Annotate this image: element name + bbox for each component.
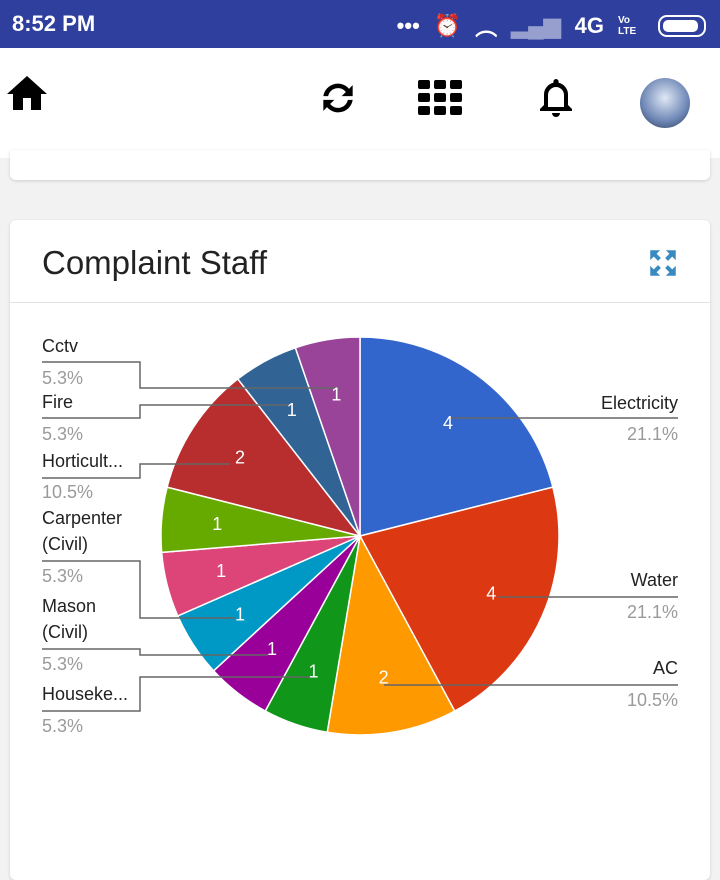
legend-pct-carpenter: 5.3% xyxy=(42,566,84,586)
slice-value-label: 1 xyxy=(212,514,222,534)
signal-icon: ▂▄▆ xyxy=(511,13,561,38)
pie-slice[interactable] xyxy=(166,377,362,538)
legend-pct-water: 21.1% xyxy=(626,602,678,622)
legend-label-electricity: Electricity xyxy=(600,393,678,413)
notification-bell-icon[interactable] xyxy=(532,72,580,122)
legend-label-carpenter: Carpenter (Civil) xyxy=(42,508,123,554)
user-avatar[interactable] xyxy=(640,78,690,128)
legend-pct-electricity: 21.1% xyxy=(626,424,678,444)
card-title: Complaint Staff xyxy=(42,244,268,281)
legend-label-water: Water xyxy=(630,570,678,590)
slice-value-label: 4 xyxy=(443,413,453,433)
legend-label-fire: Fire xyxy=(42,392,73,412)
clock: 8:52 PM xyxy=(12,11,96,36)
refresh-icon[interactable] xyxy=(316,76,360,120)
legend-label-cctv: Cctv xyxy=(42,336,78,356)
legend-pct-mason: 5.3% xyxy=(42,654,84,674)
legend-pct-fire: 5.3% xyxy=(42,424,84,444)
leader-line-carpenter xyxy=(42,560,235,619)
pie-slice[interactable] xyxy=(294,336,361,537)
previous-card xyxy=(10,150,710,180)
leader-line-housekeeping xyxy=(42,676,313,712)
slice-value-label: 2 xyxy=(235,448,245,468)
pie-slice[interactable] xyxy=(359,336,554,537)
leader-line-fire xyxy=(42,404,290,419)
slice-value-label: 1 xyxy=(267,639,277,659)
legend-pct-cctv: 5.3% xyxy=(42,368,84,388)
volte-badge: Vo LTE xyxy=(618,15,637,37)
status-icons: ••• ⏰ ︵ ▂▄▆ 4G Vo LTE xyxy=(397,10,706,42)
legend-pct-horticulture: 10.5% xyxy=(42,482,94,502)
pie-slice[interactable] xyxy=(358,486,560,713)
slice-value-label: 1 xyxy=(235,604,245,624)
slice-value-label: 2 xyxy=(379,667,389,687)
legend-label-housekeeping: Houseke... xyxy=(42,684,129,704)
slice-value-label: 1 xyxy=(216,561,226,581)
slice-value-label: 1 xyxy=(331,385,341,405)
more-icon: ••• xyxy=(396,13,420,38)
legend-label-horticulture: Horticult... xyxy=(42,451,124,471)
apps-grid-icon[interactable] xyxy=(418,80,462,116)
wifi-icon: ︵ xyxy=(475,15,498,40)
home-icon[interactable] xyxy=(2,70,52,118)
leader-line-mason xyxy=(42,648,268,656)
legend-label-mason: Mason (Civil) xyxy=(42,596,97,642)
legend-pct-housekeeping: 5.3% xyxy=(42,716,84,736)
slice-value-label: 1 xyxy=(308,662,318,682)
slice-value-label: 1 xyxy=(287,400,297,420)
network-type: 4G xyxy=(574,13,604,38)
slice-value-label: 4 xyxy=(486,584,496,604)
expand-icon[interactable] xyxy=(646,246,680,280)
app-bar xyxy=(0,48,720,158)
leader-lines xyxy=(42,361,678,712)
leader-line-cctv xyxy=(42,361,340,389)
leader-line-horticulture xyxy=(42,463,230,479)
alarm-icon: ⏰ xyxy=(433,13,462,38)
battery-icon xyxy=(658,15,706,37)
legend-pct-ac: 10.5% xyxy=(626,690,678,710)
status-bar: 8:52 PM ••• ⏰ ︵ ▂▄▆ 4G Vo LTE xyxy=(0,0,720,48)
divider xyxy=(10,302,710,303)
legend-label-ac: AC xyxy=(652,658,678,678)
